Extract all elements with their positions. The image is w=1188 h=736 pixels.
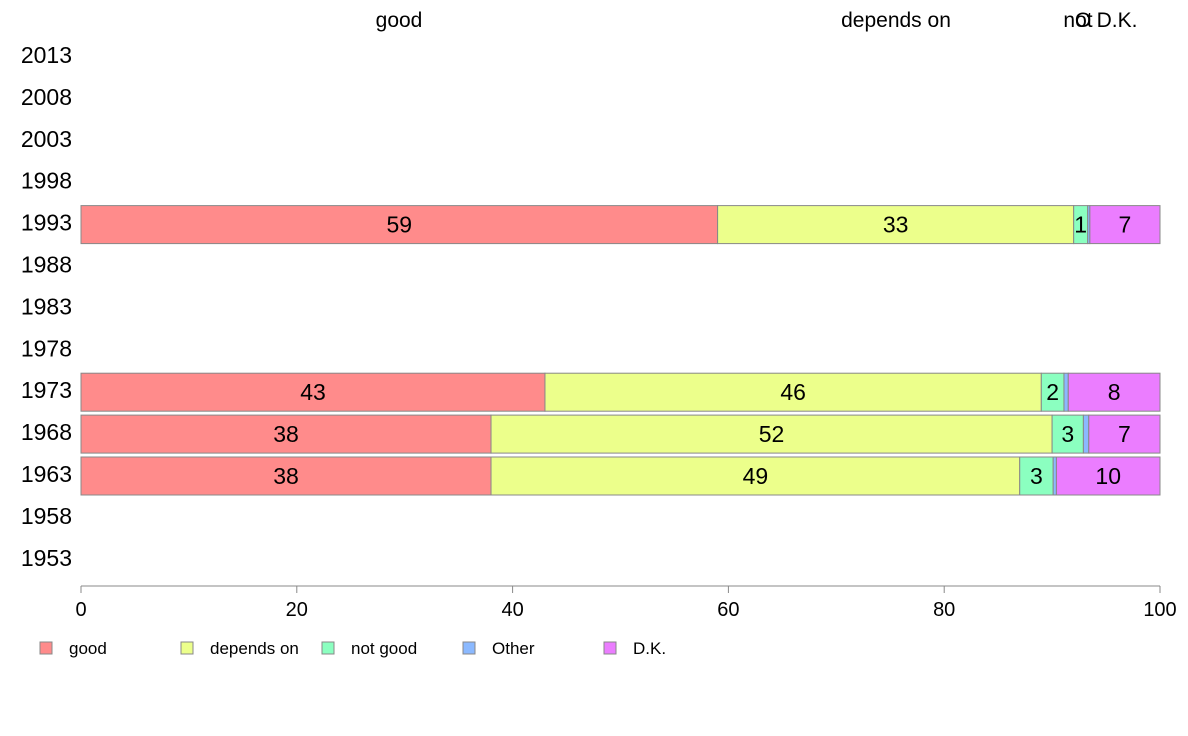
year-label: 2008 [21, 84, 72, 110]
year-label: 2013 [21, 42, 72, 68]
x-axis: 0 20 40 60 80 100 [75, 585, 1177, 621]
x-tick-label: 100 [1143, 599, 1176, 621]
bar-segment [490, 414, 1053, 454]
data-label: 43 [300, 379, 326, 405]
year-labels: 2013 2008 2003 1998 1993 1988 1983 1978 1973 1968… [21, 42, 72, 571]
year-label: 2003 [21, 126, 72, 152]
data-label: 49 [743, 463, 769, 489]
data-label: 10 [1095, 463, 1121, 489]
data-label: 7 [1119, 212, 1132, 238]
bar-segment [1088, 414, 1161, 454]
x-tick-label: 40 [501, 599, 523, 621]
year-label: 1983 [21, 293, 72, 319]
year-label: 1978 [21, 335, 72, 361]
x-tick-label: 80 [933, 599, 955, 621]
legend-swatch [462, 641, 476, 655]
x-tick-label: 20 [286, 599, 308, 621]
bar-segment [490, 456, 1021, 496]
data-label: 46 [780, 379, 806, 405]
year-label: 1973 [21, 377, 72, 403]
data-label: 2 [1046, 379, 1059, 405]
top-label: not [1063, 9, 1092, 32]
top-label: O [1075, 9, 1091, 32]
data-label: 3 [1061, 421, 1074, 447]
legend-swatch [603, 641, 617, 655]
bar-segment [717, 205, 1075, 245]
legend-label: Other [492, 639, 535, 658]
legend-label: good [69, 639, 107, 658]
legend-label: D.K. [633, 639, 666, 658]
data-label: 8 [1108, 379, 1121, 405]
year-label: 1993 [21, 210, 72, 236]
legend: good depends on not good Other D.K. [39, 639, 666, 658]
bar-segment [1082, 414, 1090, 454]
year-label: 1998 [21, 168, 72, 194]
bars: 59 33 1 7 43 46 2 8 38 52 3 7 38 49 3 10 [80, 205, 1161, 496]
legend-swatch [39, 641, 53, 655]
data-label: 59 [387, 212, 413, 238]
bar-segment [1067, 372, 1161, 412]
legend-swatch [321, 641, 335, 655]
data-label: 33 [883, 212, 909, 238]
year-label: 1958 [21, 503, 72, 529]
bar-segment [1063, 372, 1069, 412]
data-label: 1 [1074, 212, 1087, 238]
bar-segment [544, 372, 1042, 412]
data-label: 38 [273, 421, 299, 447]
top-label: D.K. [1097, 9, 1138, 32]
top-label: depends on [841, 9, 951, 32]
data-label: 52 [759, 421, 785, 447]
year-label: 1988 [21, 252, 72, 278]
legend-label: not good [351, 639, 417, 658]
bar-segment [1089, 205, 1161, 245]
x-tick-label: 60 [717, 599, 739, 621]
data-label: 3 [1030, 463, 1043, 489]
top-label: good [376, 9, 423, 32]
year-label: 1968 [21, 419, 72, 445]
data-label: 38 [273, 463, 299, 489]
data-label: 7 [1118, 421, 1131, 447]
x-tick-label: 0 [75, 599, 86, 621]
legend-swatch [180, 641, 194, 655]
year-label: 1953 [21, 545, 72, 571]
year-label: 1963 [21, 461, 72, 487]
legend-label: depends on [210, 639, 299, 658]
bar-segment [1055, 456, 1161, 496]
